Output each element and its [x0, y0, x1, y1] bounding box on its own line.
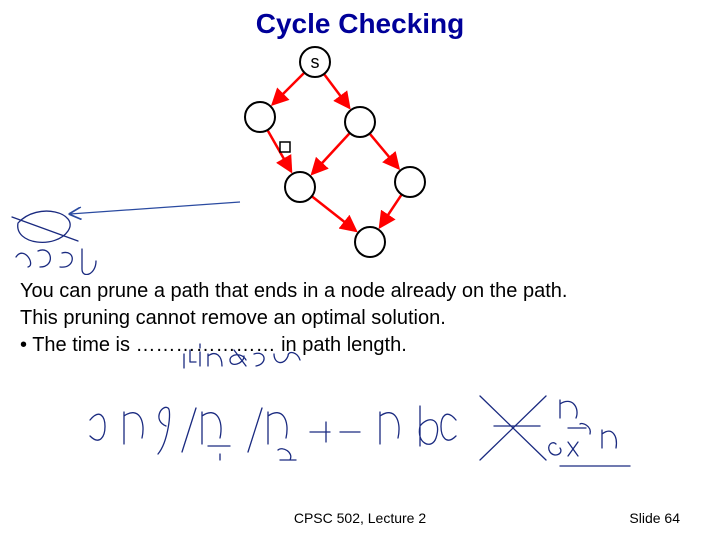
footer-right: Slide 64 [629, 510, 680, 526]
body-text: You can prune a path that ends in a node… [20, 278, 700, 359]
svg-text:s: s [311, 52, 320, 72]
body-line1: You can prune a path that ends in a node… [20, 278, 700, 305]
handwriting-left [8, 205, 128, 275]
handwriting-bottom [80, 390, 640, 480]
handwriting-linear [180, 342, 310, 372]
page-title: Cycle Checking [0, 8, 720, 40]
body-line3: • The time is ………………… in path length. [20, 332, 700, 359]
body-line2: This pruning cannot remove an optimal so… [20, 305, 700, 332]
footer-center: CPSC 502, Lecture 2 [0, 510, 720, 526]
